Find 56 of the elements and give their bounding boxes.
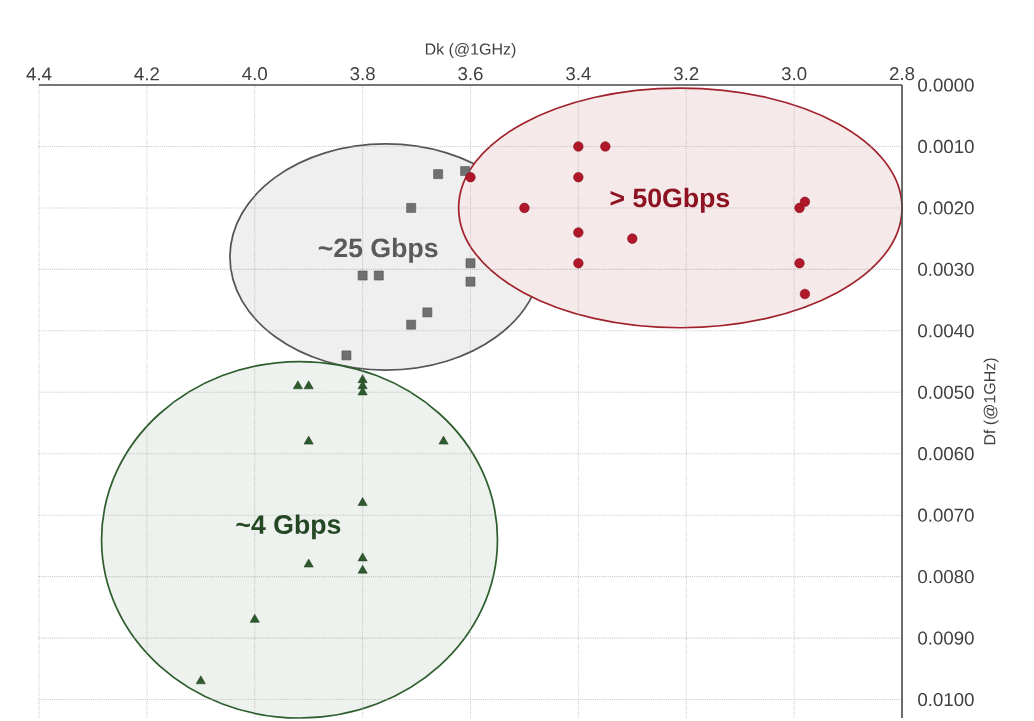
point (627, 233, 638, 244)
point (357, 564, 368, 574)
y-tick-label: 0.0060 (918, 447, 974, 461)
y-tick-label: 0.0010 (918, 139, 974, 154)
point (799, 288, 810, 300)
point (303, 435, 314, 445)
point (573, 227, 584, 238)
point (465, 276, 476, 287)
point (422, 307, 433, 318)
x-tick-label: 3.0 (781, 67, 807, 81)
point (519, 202, 530, 213)
y-tick-label: 0.0050 (918, 385, 974, 399)
y-tick-label: 0.0020 (918, 201, 974, 215)
point (249, 614, 260, 623)
point (573, 172, 584, 183)
y-tick-label: 0.0030 (918, 262, 974, 276)
point (303, 380, 314, 390)
point (406, 203, 416, 213)
point (357, 270, 368, 281)
x-tick-label: 3.6 (458, 67, 483, 81)
x-tick-label: 3.2 (673, 67, 699, 81)
point (303, 558, 314, 568)
point (357, 386, 368, 396)
y-tick-label: 0.0090 (918, 631, 974, 645)
x-tick-label: 3.8 (350, 67, 375, 81)
y-tick-label: 0.0070 (918, 508, 974, 522)
x-tick-label: 4.4 (26, 67, 52, 81)
x-tick-label: 4.2 (134, 67, 159, 81)
point (438, 435, 449, 445)
point (406, 319, 416, 330)
x-tick-label: 2.8 (889, 67, 915, 81)
point (799, 196, 810, 207)
annotation: > 50Gbps (610, 187, 730, 213)
point (573, 258, 584, 269)
point (465, 172, 476, 183)
point (357, 552, 368, 562)
x-tick-label: 4.0 (242, 67, 267, 81)
annotation: ~25 Gbps (318, 237, 438, 263)
point (794, 258, 805, 269)
point (293, 380, 303, 390)
point (373, 270, 384, 281)
point (600, 141, 611, 152)
point (195, 675, 206, 685)
point (357, 497, 368, 506)
point (433, 169, 443, 179)
y-tick-label: 0.0000 (918, 78, 974, 92)
x-axis-title: Dk (@1GHz) (425, 43, 516, 58)
point (341, 350, 352, 361)
y-tick-label: 0.0100 (918, 692, 974, 707)
point (465, 258, 476, 269)
annotation: ~4 Gbps (236, 514, 341, 540)
y-tick-label: 0.0080 (918, 570, 974, 584)
point (573, 141, 584, 152)
y-axis-title: Df (@1GHz) (983, 358, 999, 445)
y-tick-label: 0.0040 (918, 324, 974, 338)
x-tick-label: 3.4 (566, 67, 591, 81)
